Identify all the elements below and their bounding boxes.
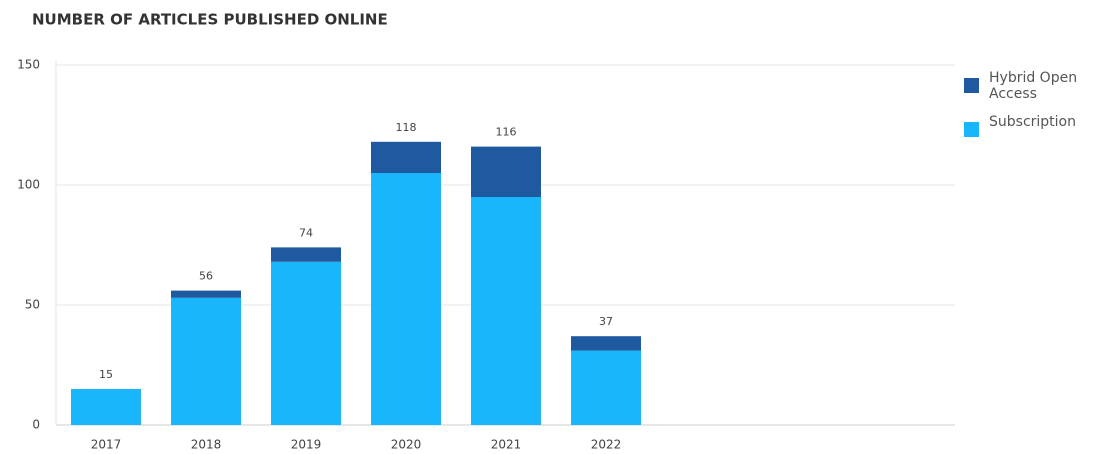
total-label: 56	[199, 270, 213, 283]
legend-item: Subscription	[964, 114, 1096, 137]
total-label: 15	[99, 368, 113, 381]
legend-label: Subscription	[989, 114, 1076, 130]
legend: Hybrid Open Access Subscription	[964, 70, 1096, 149]
bar-segment	[571, 350, 641, 425]
bar-segment	[571, 336, 641, 351]
total-label: 116	[496, 126, 517, 139]
legend-swatch	[964, 122, 979, 137]
total-label: 74	[299, 226, 313, 239]
bar-segment	[371, 141, 441, 173]
y-tick-label: 150	[17, 58, 40, 72]
total-label: 118	[396, 121, 417, 134]
chart-title: NUMBER OF ARTICLES PUBLISHED ONLINE	[32, 11, 388, 29]
y-tick-label: 100	[17, 178, 40, 192]
bar-segment	[71, 389, 141, 425]
bar-segment	[271, 261, 341, 425]
bar-segment	[471, 197, 541, 425]
legend-swatch	[964, 78, 979, 93]
x-tick-label: 2021	[491, 438, 522, 452]
x-tick-label: 2017	[91, 438, 122, 452]
bar-segment	[171, 290, 241, 298]
bar-segment	[271, 247, 341, 262]
y-tick-label: 0	[32, 418, 40, 432]
bar-segment	[371, 173, 441, 425]
x-tick-label: 2020	[391, 438, 422, 452]
legend-label: Hybrid Open Access	[989, 70, 1078, 102]
bar-segment	[471, 146, 541, 197]
x-tick-label: 2019	[291, 438, 322, 452]
y-tick-label: 50	[25, 298, 40, 312]
total-label: 37	[599, 315, 613, 328]
x-tick-label: 2018	[191, 438, 222, 452]
bar-segment	[171, 297, 241, 425]
legend-item: Hybrid Open Access	[964, 70, 1096, 102]
x-tick-label: 2022	[591, 438, 622, 452]
